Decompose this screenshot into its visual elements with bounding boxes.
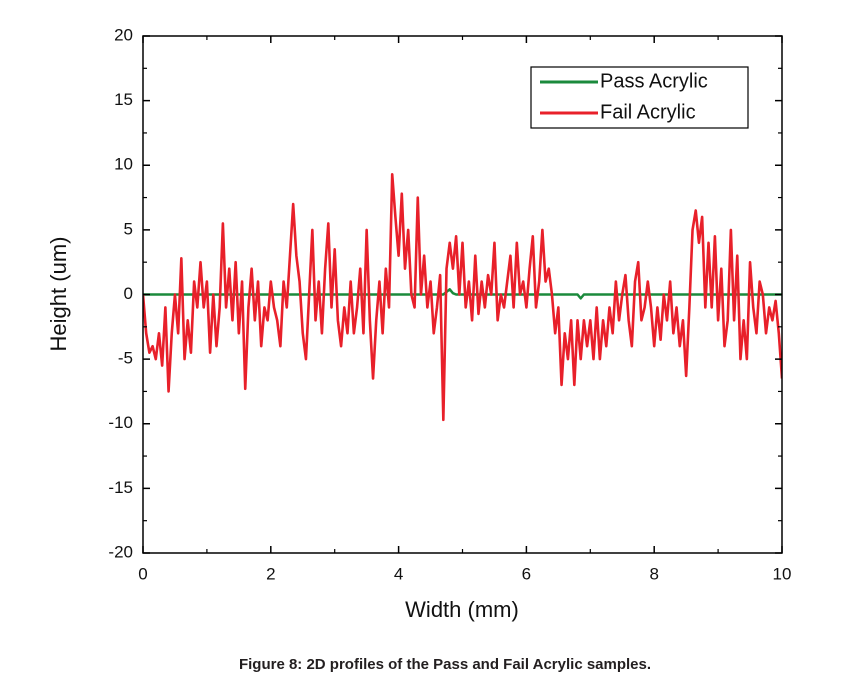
data-line: [143, 288, 782, 300]
y-tick-label: -20: [108, 542, 133, 561]
x-tick-label: 2: [266, 564, 275, 583]
x-tick-label: 10: [773, 564, 792, 583]
x-tick-label: 8: [649, 564, 658, 583]
y-tick-label: 10: [114, 155, 133, 174]
x-tick-label: 4: [394, 564, 403, 583]
x-tick-label: 6: [522, 564, 531, 583]
y-tick-label: -15: [108, 478, 133, 497]
y-axis-label: Height (um): [46, 237, 71, 352]
data-line: [143, 173, 782, 422]
x-axis-label: Width (mm): [405, 597, 519, 622]
legend-label: Fail Acrylic: [600, 101, 696, 123]
caption: Figure 8: 2D profiles of the Pass and Fa…: [239, 656, 651, 673]
x-tick-label: 0: [138, 564, 147, 583]
y-tick-label: -10: [108, 413, 133, 432]
legend-box: [530, 66, 749, 129]
y-tick-label: 20: [114, 25, 133, 44]
y-tick-label: 15: [114, 90, 133, 109]
y-tick-label: -5: [118, 349, 133, 368]
y-tick-label: 5: [124, 219, 133, 238]
legend-label: Pass Acrylic: [600, 70, 708, 92]
y-tick-label: 0: [124, 284, 133, 303]
